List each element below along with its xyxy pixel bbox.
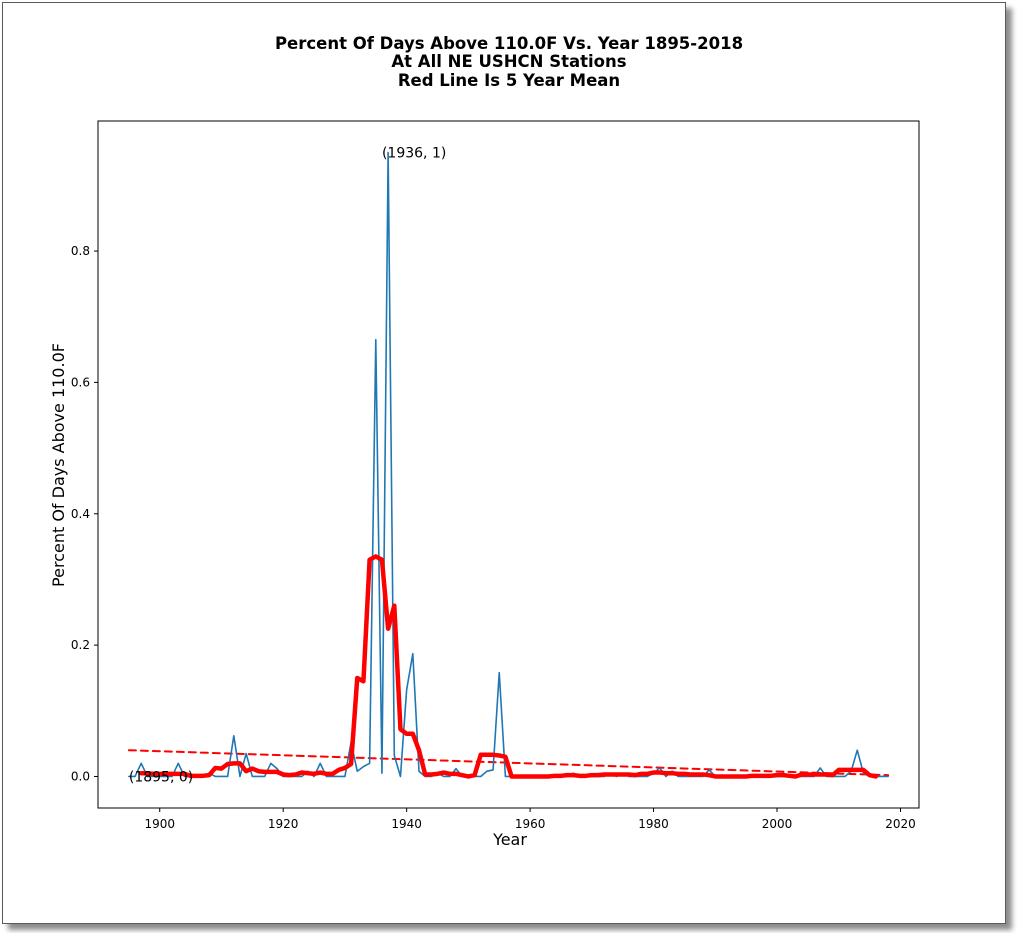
annotations: (1936, 1) (1895, 0) bbox=[129, 146, 446, 786]
x-tick-label: 1900 bbox=[144, 817, 175, 831]
figure-frame: Percent Of Days Above 110.0F Vs. Year 18… bbox=[2, 2, 1006, 924]
y-axis-label: Percent Of Days Above 110.0F bbox=[49, 343, 68, 587]
x-axis-ticks: 1900 1920 1940 1960 1980 2000 2020 bbox=[144, 808, 916, 831]
y-axis-ticks: 0.0 0.2 0.4 0.6 0.8 bbox=[71, 244, 98, 783]
axes-frame bbox=[97, 120, 920, 809]
x-tick-label: 1980 bbox=[638, 817, 669, 831]
data-annotation: (1936, 1) bbox=[382, 146, 446, 162]
chart-title-line-3: Red Line Is 5 Year Mean bbox=[398, 71, 620, 90]
x-axis-label: Year bbox=[492, 830, 527, 849]
chart: Percent Of Days Above 110.0F Vs. Year 18… bbox=[49, 34, 920, 849]
y-tick-label: 0.6 bbox=[71, 375, 90, 389]
chart-title: Percent Of Days Above 110.0F Vs. Year 18… bbox=[275, 34, 743, 90]
chart-title-line-1: Percent Of Days Above 110.0F Vs. Year 18… bbox=[275, 34, 743, 53]
plot-area bbox=[127, 151, 890, 779]
x-tick-label: 2000 bbox=[762, 817, 793, 831]
y-tick-label: 0.8 bbox=[71, 244, 90, 258]
annual-line bbox=[128, 151, 889, 778]
x-tick-label: 2020 bbox=[885, 817, 916, 831]
x-tick-label: 1920 bbox=[268, 817, 299, 831]
x-tick-label: 1960 bbox=[515, 817, 546, 831]
y-tick-label: 0.2 bbox=[71, 638, 90, 652]
y-tick-label: 0.0 bbox=[71, 769, 90, 783]
mean-line bbox=[138, 554, 879, 779]
chart-title-line-2: At All NE USHCN Stations bbox=[391, 52, 626, 71]
y-tick-label: 0.4 bbox=[71, 507, 90, 521]
data-annotation: (1895, 0) bbox=[129, 769, 193, 785]
x-tick-label: 1940 bbox=[391, 817, 422, 831]
